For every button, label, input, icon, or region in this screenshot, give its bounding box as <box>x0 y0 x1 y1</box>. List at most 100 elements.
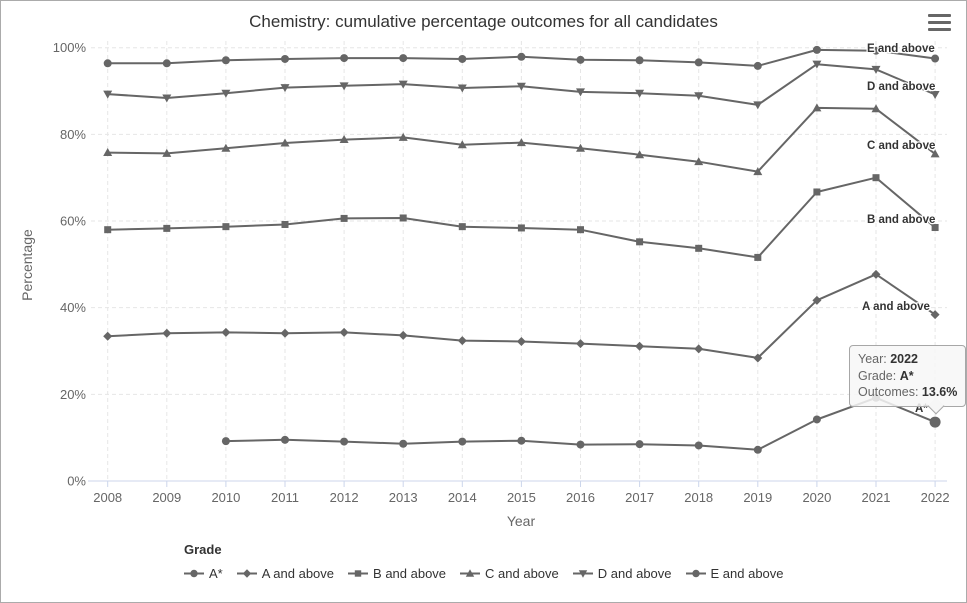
data-point-marker[interactable] <box>103 59 112 68</box>
data-point-marker[interactable] <box>576 55 585 64</box>
data-point-marker[interactable] <box>399 439 408 448</box>
data-point-marker[interactable] <box>694 58 703 67</box>
data-point-marker[interactable] <box>517 436 526 445</box>
series-astar[interactable]: A* <box>221 393 941 454</box>
context-menu-button[interactable] <box>928 14 951 31</box>
data-point-marker[interactable] <box>457 84 467 93</box>
data-point-marker[interactable] <box>457 336 467 346</box>
data-point-marker[interactable] <box>190 569 198 578</box>
data-point-marker[interactable] <box>221 56 230 65</box>
data-point-marker[interactable] <box>340 437 349 446</box>
data-point-marker[interactable] <box>871 269 881 279</box>
data-point-marker[interactable] <box>398 80 408 89</box>
data-point-marker[interactable] <box>242 569 251 578</box>
data-point-marker[interactable] <box>694 92 704 101</box>
legend-item-b-and-above[interactable]: B and above <box>348 566 446 581</box>
data-point-marker[interactable] <box>812 45 821 54</box>
legend-item-c-and-above[interactable]: C and above <box>460 566 559 581</box>
legend-item-a-and-above[interactable]: A and above <box>236 566 334 581</box>
data-point-marker[interactable] <box>280 328 290 338</box>
data-point-marker[interactable] <box>635 56 644 65</box>
data-point-marker[interactable] <box>221 327 231 337</box>
data-point-marker[interactable] <box>458 437 467 446</box>
data-point-marker[interactable] <box>812 415 821 424</box>
data-point-marker[interactable] <box>931 224 939 232</box>
legend-item-d-and-above[interactable]: D and above <box>572 566 672 581</box>
data-point-marker[interactable] <box>576 143 585 152</box>
data-point-marker[interactable] <box>636 238 644 246</box>
data-point-marker[interactable] <box>754 253 762 261</box>
data-point-marker[interactable] <box>103 148 113 157</box>
data-point-marker[interactable] <box>577 226 584 234</box>
data-point-marker[interactable] <box>635 150 645 159</box>
data-point-marker[interactable] <box>281 435 289 444</box>
data-point-marker[interactable] <box>517 52 526 61</box>
data-point-marker[interactable] <box>399 54 408 63</box>
data-point-marker[interactable] <box>340 214 348 222</box>
data-point-marker[interactable] <box>399 214 407 222</box>
data-point-marker[interactable] <box>163 224 171 232</box>
series-c-and-above[interactable]: C and above <box>103 103 940 176</box>
data-point-marker[interactable] <box>516 138 526 147</box>
series-d-and-above[interactable]: D and above <box>103 60 940 110</box>
data-point-marker[interactable] <box>339 135 349 144</box>
data-point-marker[interactable] <box>162 94 172 103</box>
data-point-marker[interactable] <box>103 331 113 341</box>
data-point-marker[interactable] <box>465 569 475 577</box>
data-point-marker[interactable] <box>398 132 408 141</box>
data-point-marker[interactable] <box>635 440 644 449</box>
data-point-marker[interactable] <box>516 82 526 91</box>
data-point-marker[interactable] <box>576 440 585 449</box>
data-point-marker[interactable] <box>871 65 881 74</box>
data-point-marker[interactable] <box>578 570 587 578</box>
data-point-marker[interactable] <box>635 89 645 98</box>
data-point-marker[interactable] <box>281 54 289 63</box>
legend-item-astar[interactable]: A* <box>184 566 223 581</box>
data-point-marker[interactable] <box>162 59 171 68</box>
data-point-marker[interactable] <box>929 416 941 428</box>
legend-item-e-and-above[interactable]: E and above <box>685 566 784 581</box>
data-point-marker[interactable] <box>930 90 940 99</box>
data-point-marker[interactable] <box>576 339 585 349</box>
data-point-marker[interactable] <box>871 104 881 113</box>
data-point-marker[interactable] <box>281 220 289 228</box>
data-point-marker[interactable] <box>872 46 880 55</box>
data-point-marker[interactable] <box>753 61 762 70</box>
data-point-marker[interactable] <box>576 88 585 97</box>
data-point-marker[interactable] <box>339 82 349 91</box>
data-point-marker[interactable] <box>103 90 113 99</box>
data-point-marker[interactable] <box>694 344 704 354</box>
data-point-marker[interactable] <box>458 54 467 63</box>
data-point-marker[interactable] <box>691 569 700 578</box>
data-point-marker[interactable] <box>753 353 763 363</box>
data-point-marker[interactable] <box>930 310 940 320</box>
data-point-marker[interactable] <box>694 441 703 450</box>
data-point-marker[interactable] <box>339 327 349 337</box>
data-point-marker[interactable] <box>813 188 821 196</box>
data-point-marker[interactable] <box>162 328 172 338</box>
data-point-marker[interactable] <box>931 54 940 63</box>
data-point-marker[interactable] <box>354 570 362 577</box>
data-point-marker[interactable] <box>162 148 172 157</box>
data-point-marker[interactable] <box>753 167 763 176</box>
data-point-marker[interactable] <box>695 244 703 252</box>
data-point-marker[interactable] <box>221 89 231 98</box>
data-point-marker[interactable] <box>635 341 645 351</box>
series-a-and-above[interactable]: A and above <box>103 269 940 363</box>
data-point-marker[interactable] <box>280 84 290 93</box>
data-point-marker[interactable] <box>221 143 231 152</box>
data-point-marker[interactable] <box>753 445 762 454</box>
data-point-marker[interactable] <box>516 336 526 346</box>
data-point-marker[interactable] <box>398 330 408 340</box>
data-point-marker[interactable] <box>753 101 763 110</box>
data-point-marker[interactable] <box>340 54 349 63</box>
data-point-marker[interactable] <box>221 437 230 446</box>
data-point-marker[interactable] <box>812 103 822 112</box>
series-e-and-above[interactable]: E and above <box>103 42 940 70</box>
data-point-marker[interactable] <box>517 224 525 232</box>
series-b-and-above[interactable]: B and above <box>104 174 939 261</box>
data-point-marker[interactable] <box>458 223 466 231</box>
data-point-marker[interactable] <box>222 223 230 231</box>
data-point-marker[interactable] <box>812 295 822 305</box>
data-point-marker[interactable] <box>280 138 290 147</box>
